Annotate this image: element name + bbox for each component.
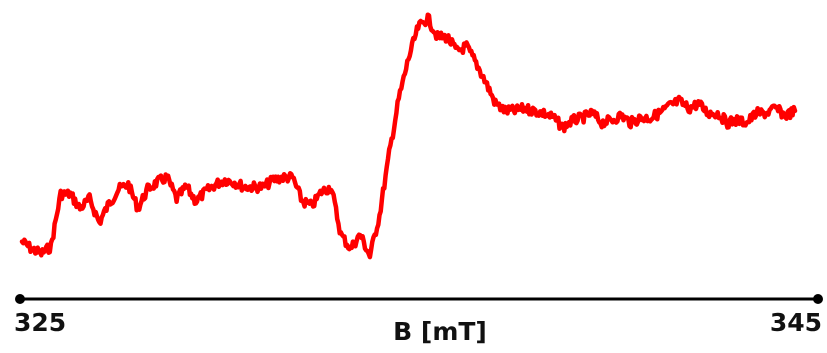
x-tick-label-325: 325 xyxy=(14,308,66,337)
x-axis-label: B [mT] xyxy=(393,317,487,346)
x-tick-label-345: 345 xyxy=(770,308,822,337)
spectrum-trace xyxy=(19,12,798,260)
x-axis-left-endpoint xyxy=(15,294,25,304)
x-axis-right-endpoint xyxy=(813,294,823,304)
